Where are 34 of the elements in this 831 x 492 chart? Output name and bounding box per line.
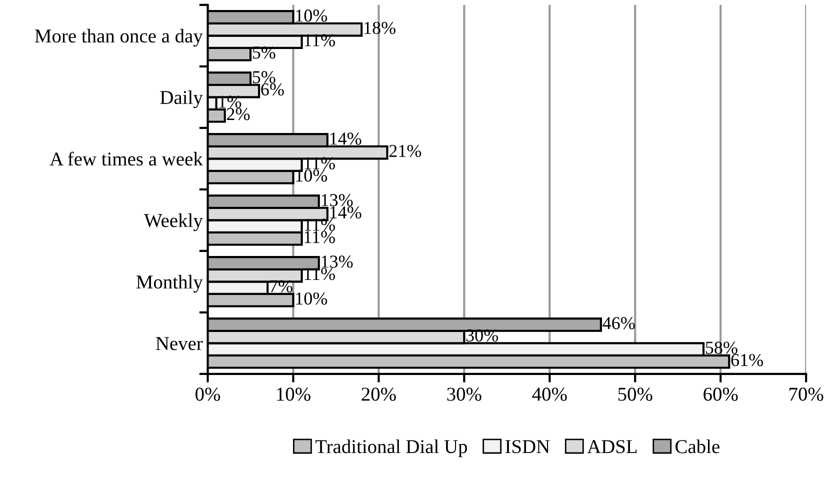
y-tick-label: More than once a day — [34, 28, 203, 47]
legend-label: Cable — [676, 440, 720, 454]
data-label: 2% — [227, 108, 250, 120]
y-tick-label: Monthly — [136, 274, 203, 293]
data-label: 5% — [252, 71, 276, 84]
data-label: 18% — [364, 22, 396, 34]
data-label: 11% — [304, 230, 335, 244]
data-label: 58% — [706, 342, 738, 354]
y-tick-label: Never — [156, 337, 203, 350]
x-tick-label: 20% — [362, 388, 396, 401]
data-label: 13% — [322, 256, 353, 268]
x-tick-label: 70% — [790, 388, 824, 401]
data-label: 14% — [330, 132, 362, 145]
data-label: 14% — [330, 206, 362, 219]
legend-label: Traditional Dial Up — [315, 440, 468, 458]
x-tick-label: 60% — [704, 388, 738, 401]
x-tick-label: 10% — [277, 388, 310, 401]
data-label: 10% — [296, 169, 328, 182]
y-tick-label: Daily — [160, 90, 203, 108]
data-label: 21% — [389, 144, 422, 158]
y-tick-label: A few times a week — [50, 152, 203, 166]
data-label: 10% — [296, 292, 328, 305]
x-tick-label: 30% — [447, 388, 482, 401]
legend-label: ADSL — [587, 440, 637, 454]
data-label: 10% — [296, 10, 328, 22]
data-label: 61% — [731, 354, 764, 366]
x-tick-label: 40% — [532, 388, 567, 401]
data-label: 46% — [602, 317, 635, 330]
data-label: 13% — [322, 194, 353, 206]
data-label: 6% — [261, 83, 284, 96]
x-tick-label: 0% — [196, 388, 220, 401]
x-tick-label: 50% — [618, 388, 652, 401]
y-tick-label: Weekly — [144, 213, 203, 232]
legend-label: ISDN — [505, 440, 550, 454]
